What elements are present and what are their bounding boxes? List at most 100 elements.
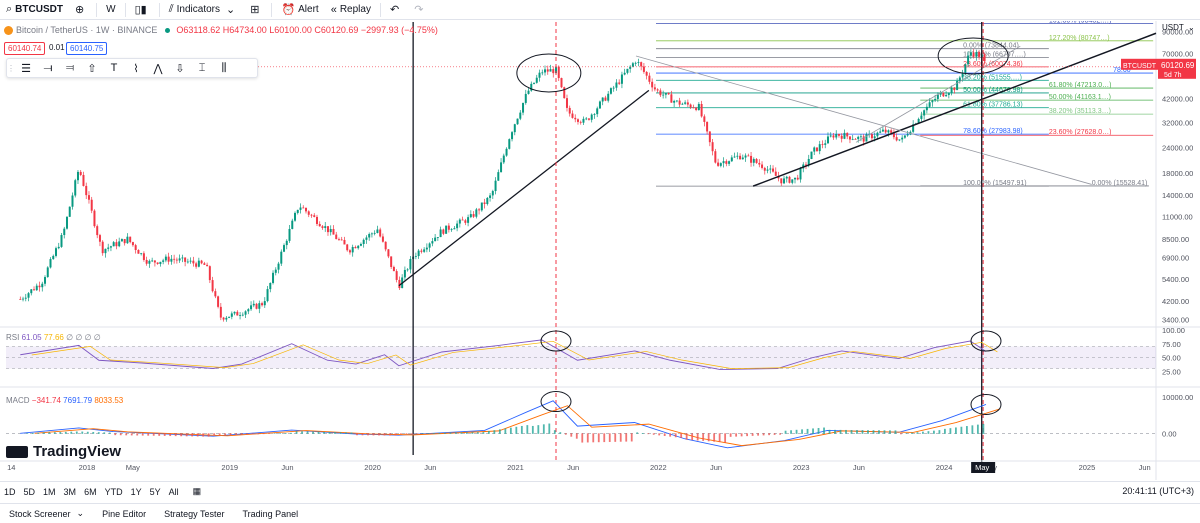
macd-histogram-bar	[284, 432, 287, 434]
candle-body	[923, 110, 926, 116]
candle-body	[725, 161, 728, 164]
templates-button[interactable]: ⊞	[244, 0, 268, 20]
pine-editor-tab[interactable]: Pine Editor	[102, 508, 147, 519]
symbol-search[interactable]: ⌕ BTCUSDT	[0, 0, 69, 20]
candle-body	[711, 142, 714, 152]
redo-button[interactable]: ↷	[408, 0, 432, 20]
macd-histogram-bar	[64, 431, 67, 434]
pitchfork-icon[interactable]: ⫤	[65, 61, 75, 74]
macd-histogram-bar	[411, 433, 413, 434]
candle-body	[423, 249, 426, 252]
fib-level-label: 61.80% (37786.13)	[963, 102, 1023, 109]
fib-extension-label: 161.80% (98482.…)	[1049, 21, 1112, 24]
candle-body	[736, 155, 739, 157]
range-1d[interactable]: 1D	[4, 486, 16, 497]
macd-histogram-bar	[856, 430, 858, 434]
replay-icon: «	[330, 3, 337, 16]
replay-button[interactable]: «Replay	[325, 0, 377, 20]
arrow-down-icon[interactable]: ⇩	[175, 62, 185, 75]
range-3m[interactable]: 3M	[63, 486, 77, 497]
candle-body	[664, 93, 667, 95]
macd-histogram-bar	[476, 432, 479, 434]
macd-histogram-bar	[619, 433, 622, 442]
range-5d[interactable]: 5D	[23, 486, 36, 497]
candle-body	[846, 132, 849, 137]
stock-screener-tab[interactable]: Stock Screener ⌄	[0, 508, 93, 519]
chart-type-button[interactable]: ▯▮	[129, 0, 156, 20]
buy-price[interactable]: 60140.75	[66, 42, 108, 55]
candle-body	[697, 103, 700, 110]
clock[interactable]: 20:41:11 (UTC+3)	[1122, 486, 1194, 496]
price-chart[interactable]: USDT⌄90000.0070000.0055000.0042000.00320…	[0, 21, 1200, 481]
time-tick-label: 2020	[364, 463, 381, 472]
macd-histogram-bar	[850, 430, 853, 434]
candle-body	[662, 94, 665, 96]
candle-body	[71, 195, 74, 207]
candle-body	[93, 210, 96, 227]
macd-histogram-bar	[218, 433, 221, 436]
candle-body	[131, 242, 134, 246]
trading-panel-tab[interactable]: Trading Panel	[242, 508, 299, 519]
candle-body	[159, 261, 162, 264]
range-5y[interactable]: 5Y	[149, 486, 161, 497]
range-all[interactable]: All	[168, 486, 179, 497]
pattern-icon[interactable]: ⋀	[153, 62, 163, 75]
macd-histogram-bar	[647, 433, 650, 435]
candle-body	[530, 83, 533, 91]
indicators-button[interactable]: ⫽ Indicators ⌄	[163, 0, 244, 20]
arrow-up-icon[interactable]: ⇧	[87, 62, 97, 75]
trend-line-gray	[635, 55, 1092, 185]
candle-body	[598, 101, 601, 109]
text-icon[interactable]: T	[110, 62, 118, 74]
candle-body	[527, 90, 530, 94]
candle-body	[214, 291, 217, 297]
candle-body	[329, 228, 332, 233]
candle-body	[118, 241, 121, 247]
candle-body	[258, 303, 261, 309]
candle-body	[296, 209, 299, 213]
candle-body	[222, 317, 225, 320]
candle-body	[332, 228, 335, 235]
fib-level-label: 61.80% (47213.0…)	[1049, 82, 1112, 89]
measure-icon[interactable]: ⌶	[198, 61, 206, 74]
drag-handle-icon[interactable]: ⋮	[7, 63, 15, 73]
horizontal-lines-icon[interactable]: ☰	[21, 62, 31, 75]
macd-histogram-bar	[31, 432, 34, 434]
candle-body	[403, 269, 406, 278]
candle-body	[956, 80, 959, 91]
candle-body	[107, 247, 110, 249]
sell-price[interactable]: 60140.74	[4, 42, 46, 55]
ray-icon[interactable]: ⟞	[43, 61, 53, 74]
candle-body	[947, 93, 950, 95]
candle-body	[876, 132, 879, 137]
interval-button[interactable]: W	[106, 4, 116, 15]
range-1m[interactable]: 1M	[43, 486, 56, 497]
tradingview-logo-icon	[6, 445, 28, 458]
strategy-tester-tab[interactable]: Strategy Tester	[164, 508, 225, 519]
range-6m[interactable]: 6M	[84, 486, 97, 497]
candle-body	[151, 260, 154, 262]
time-tick-label: Jun	[1139, 463, 1151, 472]
undo-button[interactable]: ↶	[384, 0, 408, 20]
range-ytd[interactable]: YTD	[104, 486, 123, 497]
alert-button[interactable]: ⏰ Alert	[275, 0, 324, 20]
compare-button[interactable]: ⊕	[69, 0, 93, 20]
macd-histogram-bar	[592, 433, 595, 443]
candle-body	[22, 298, 25, 300]
candle-body	[807, 158, 810, 165]
calendar-icon[interactable]: ▦	[192, 486, 202, 496]
range-1y[interactable]: 1Y	[130, 486, 142, 497]
candle-body	[667, 93, 670, 95]
symbol-price-tag-text: BTCUSDT	[1123, 63, 1157, 70]
macd-histogram-bar	[773, 433, 776, 435]
candle-body	[247, 309, 250, 312]
grid-icon: ⊞	[250, 4, 260, 16]
candle-body	[615, 82, 618, 88]
macd-histogram-bar	[246, 433, 249, 435]
candle-body	[431, 241, 434, 244]
wave-icon[interactable]: ⌇	[133, 62, 139, 75]
bars-icon[interactable]: ⫼	[221, 61, 227, 74]
candle-body	[945, 94, 948, 97]
candle-body	[730, 157, 733, 162]
candle-body	[557, 66, 560, 79]
